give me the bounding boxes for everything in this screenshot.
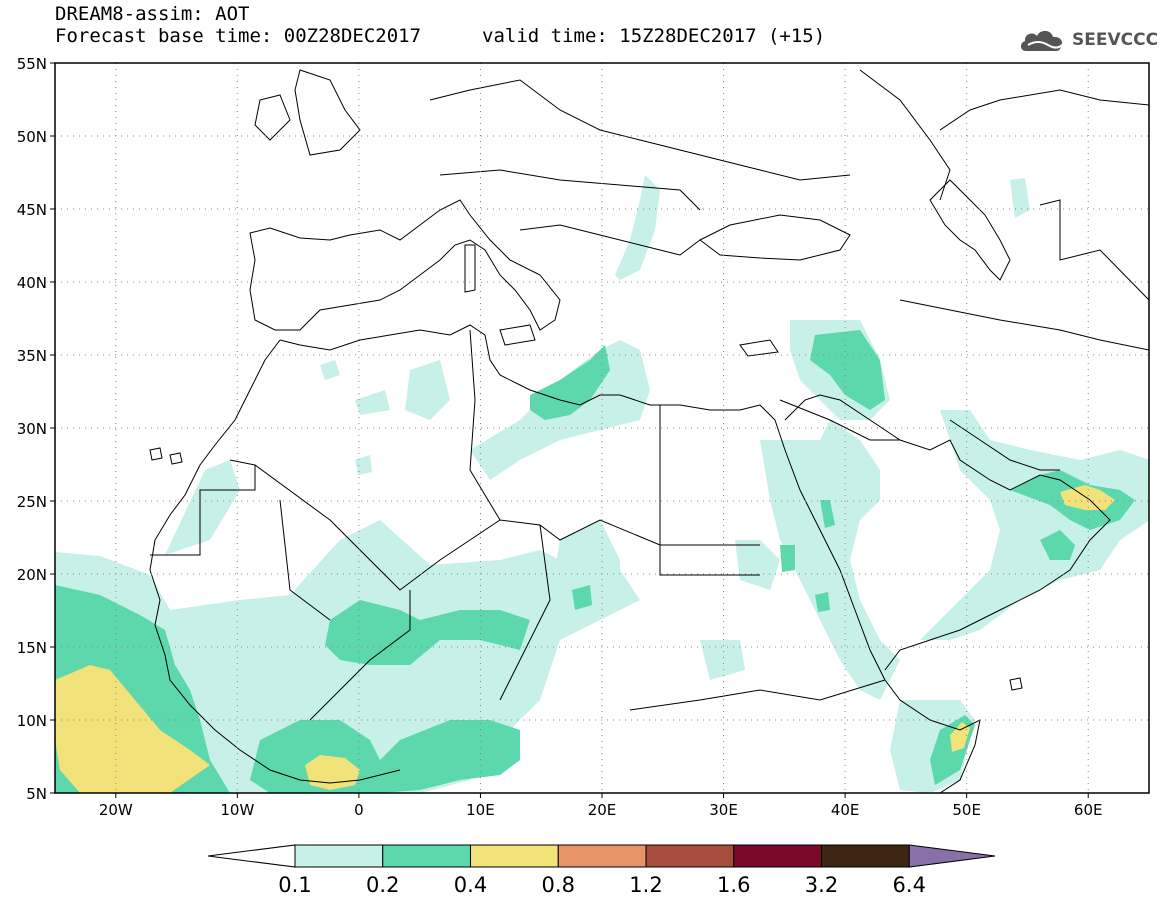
colorbar-label: 0.1 bbox=[278, 873, 311, 897]
colorbar-box bbox=[557, 844, 647, 868]
colorbar-box bbox=[645, 844, 735, 868]
lat-tick-label: 20N bbox=[17, 566, 47, 584]
lat-tick-label: 40N bbox=[17, 274, 47, 292]
colorbar-box bbox=[733, 844, 822, 868]
colorbar-box bbox=[821, 844, 910, 868]
lat-tick-label: 30N bbox=[17, 420, 47, 438]
map-title: DREAM8-assim: AOT bbox=[55, 3, 250, 25]
colorbar-label: 1.2 bbox=[629, 873, 662, 897]
lon-tick-label: 10W bbox=[220, 801, 254, 819]
colorbar-label: 0.2 bbox=[366, 873, 399, 897]
lat-tick-label: 35N bbox=[17, 347, 47, 365]
borders bbox=[149, 69, 1149, 793]
colorbar: 0.1 0.2 0.4 0.8 1.2 1.6 3.2 6.4 bbox=[207, 844, 996, 897]
axis-ticks: 55N 50N 45N 40N 35N 30N 25N 20N 15N 10N 5N 20W 10W 0 1… bbox=[17, 55, 1103, 819]
colorbar-box bbox=[470, 844, 559, 868]
lat-tick-label: 45N bbox=[17, 201, 47, 219]
colorbar-over-triangle bbox=[908, 844, 996, 868]
colorbar-box bbox=[294, 844, 384, 868]
lat-tick-label: 55N bbox=[17, 55, 47, 73]
colorbar-label: 6.4 bbox=[893, 873, 926, 897]
logo-text: SEEVCCC bbox=[1072, 30, 1159, 50]
forecast-base-time: Forecast base time: 00Z28DEC2017 bbox=[55, 25, 422, 47]
colorbar-label: 0.8 bbox=[542, 873, 575, 897]
lat-tick-label: 10N bbox=[17, 712, 47, 730]
lon-tick-label: 10E bbox=[466, 801, 495, 819]
lon-tick-label: 20E bbox=[588, 801, 617, 819]
lon-tick-label: 30E bbox=[709, 801, 738, 819]
lon-tick-label: 60E bbox=[1074, 801, 1103, 819]
colorbar-label: 1.6 bbox=[717, 873, 750, 897]
lat-tick-label: 50N bbox=[17, 128, 47, 146]
colorbar-label: 0.4 bbox=[454, 873, 487, 897]
colorbar-box bbox=[382, 844, 471, 868]
lat-tick-label: 5N bbox=[26, 785, 47, 803]
graticule bbox=[55, 63, 1149, 793]
colorbar-under-triangle bbox=[207, 844, 296, 868]
seevccc-logo: SEEVCCC bbox=[1018, 22, 1158, 58]
lat-tick-label: 15N bbox=[17, 639, 47, 657]
lon-tick-label: 20W bbox=[99, 801, 133, 819]
dust-fields bbox=[55, 175, 1149, 793]
lon-tick-label: 0 bbox=[354, 801, 364, 819]
valid-time: valid time: 15Z28DEC2017 (+15) bbox=[482, 25, 826, 47]
lon-tick-label: 50E bbox=[952, 801, 981, 819]
cloud-icon bbox=[1020, 30, 1065, 51]
lon-tick-label: 40E bbox=[831, 801, 860, 819]
colorbar-label: 3.2 bbox=[805, 873, 838, 897]
lat-tick-label: 25N bbox=[17, 493, 47, 511]
